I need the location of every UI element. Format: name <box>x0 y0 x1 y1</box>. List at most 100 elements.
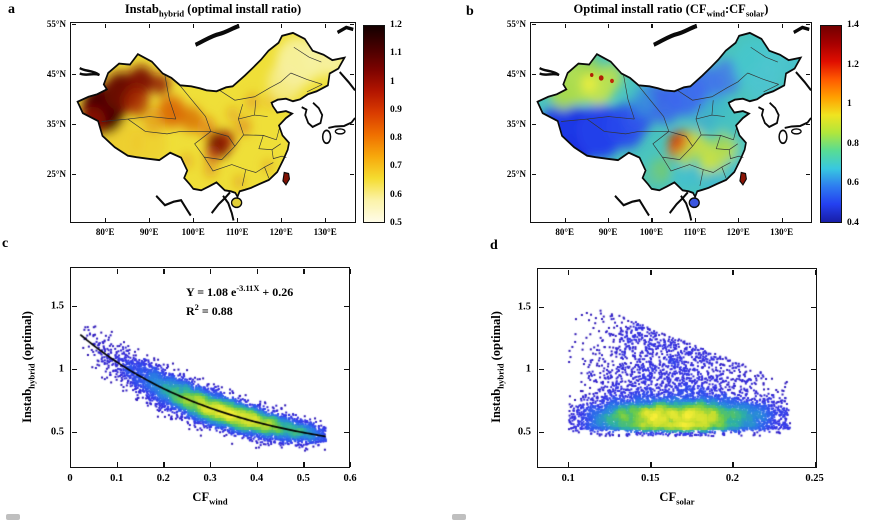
russia-coast <box>795 71 811 92</box>
x-axis-label-cfsolar: CFsolar <box>659 490 694 507</box>
axis-tick-mark <box>732 269 734 275</box>
x-tick-label: 0 <box>67 473 73 484</box>
colorbar-tick-label: 0.8 <box>390 133 402 144</box>
axis-tick-mark <box>651 218 653 222</box>
axis-tick-mark <box>105 23 107 28</box>
map-lat-tick-label: 55°N <box>506 19 526 29</box>
ylabel-d-sub: hybrid <box>495 363 506 389</box>
surrounding-coastlines <box>79 23 355 221</box>
colorbar-tick-label: 0.7 <box>390 161 402 172</box>
axis-tick-mark <box>531 24 536 26</box>
density-scatter-canvas-cfsolar <box>538 269 816 467</box>
vietnam-coast <box>668 191 693 221</box>
lake-balkhash <box>539 66 560 77</box>
colorbar-tick-label: 1 <box>390 76 395 87</box>
axis-tick-mark <box>163 461 165 467</box>
taiwan-island <box>739 171 747 186</box>
map-lon-tick-label: 90°E <box>139 227 159 237</box>
province-borders <box>101 46 323 186</box>
ylabel-c-text: Instab <box>19 388 34 423</box>
axis-tick-mark <box>814 269 816 275</box>
density-scatter-canvas-cfwind <box>71 268 349 467</box>
japan-shikoku <box>790 128 802 135</box>
colorbar-tick-label: 1.2 <box>847 59 859 70</box>
japan-kyushu <box>321 129 332 145</box>
panel-a-title-text: Instab <box>124 2 159 16</box>
axis-tick-mark <box>564 218 566 222</box>
map-lon-tick-label: 80°E <box>95 227 115 237</box>
axis-tick-mark <box>806 74 811 76</box>
map-lon-tick-label: 110°E <box>225 227 249 237</box>
xlabel-d-text: CF <box>659 490 677 504</box>
axis-tick-mark <box>350 461 352 467</box>
axis-tick-mark <box>163 268 165 274</box>
panel-b-title-end: ) <box>764 2 769 16</box>
axis-tick-mark <box>350 174 355 176</box>
map-frame-install-ratio <box>530 22 812 223</box>
x-tick-label: 0.15 <box>641 473 660 484</box>
axis-tick-mark <box>738 23 740 28</box>
china-map-install-ratio <box>536 23 811 221</box>
axis-tick-mark <box>810 369 816 371</box>
map-lon-tick-label: 90°E <box>598 227 618 237</box>
map-lat-tick-label: 55°N <box>46 19 66 29</box>
map-lon-tick-label: 130°E <box>313 227 337 237</box>
x-tick-label: 0.2 <box>156 473 170 484</box>
map-lon-tick-label: 80°E <box>555 227 575 237</box>
lake-baikal <box>194 23 240 47</box>
axis-tick-mark <box>237 218 239 222</box>
y-tick-label: 0.5 <box>50 426 64 438</box>
map-lon-tick-label: 130°E <box>770 227 794 237</box>
axis-tick-mark <box>116 461 118 467</box>
axis-tick-mark <box>810 431 816 433</box>
map-lat-tick-label: 35°N <box>506 119 526 129</box>
equation-rhs: + 0.26 <box>259 285 294 299</box>
axis-tick-mark <box>210 268 212 274</box>
axis-tick-mark <box>568 269 570 275</box>
xinjiang-red-specks <box>590 72 614 84</box>
colorbar-tick-label: 1.4 <box>847 20 859 30</box>
panel-b-title-sub-wind: wind <box>706 8 725 19</box>
axis-tick-mark <box>650 461 652 467</box>
axis-tick-mark <box>281 218 283 222</box>
colorbar-tick-label: 0.8 <box>847 138 859 149</box>
axis-tick-mark <box>71 368 77 370</box>
china-border <box>76 31 347 199</box>
x-axis-label-cfwind: CFwind <box>192 490 227 507</box>
panel-a-title-text2: (optimal install ratio) <box>184 2 302 16</box>
map-frame-instab-hybrid <box>70 22 356 223</box>
xlabel-c-text: CF <box>192 490 210 504</box>
y-tick-label: 0.5 <box>517 426 531 438</box>
japan-shikoku <box>334 128 346 135</box>
axis-tick-mark <box>806 124 811 126</box>
axis-tick-mark <box>343 305 349 308</box>
axis-tick-mark <box>71 124 76 126</box>
panel-letter-a: a <box>8 2 15 17</box>
indochina-coast-west <box>155 194 192 217</box>
map-lat-tick-label: 45°N <box>46 69 66 79</box>
r-squared-base: R <box>186 304 195 318</box>
panel-a-title-subscript: hybrid <box>158 8 185 19</box>
axis-tick-mark <box>694 218 697 222</box>
panel-b-title-mid: :CF <box>724 2 746 16</box>
axis-tick-mark <box>806 174 811 176</box>
panel-letter-b: b <box>466 4 474 19</box>
panel-letter-c: c <box>2 236 9 251</box>
cropped-artifact-left <box>6 514 20 520</box>
fit-equation: Y = 1.08 e-3.11X + 0.26 R2 = 0.88 <box>186 281 293 319</box>
colorbar-tick-label: 1.2 <box>390 20 402 30</box>
x-tick-label: 0.1 <box>561 473 575 484</box>
japan-honshu <box>784 117 811 129</box>
panel-b-title-sub-solar: solar <box>745 8 765 19</box>
map-lat-tick-label: 35°N <box>46 119 66 129</box>
axis-tick-mark <box>71 431 77 433</box>
axis-tick-mark <box>193 218 195 222</box>
colorbar-tick-label: 1 <box>847 99 852 110</box>
axis-tick-mark <box>781 23 783 28</box>
axis-tick-mark <box>149 23 151 28</box>
axis-tick-mark <box>193 23 195 28</box>
axis-tick-mark <box>350 74 355 76</box>
axis-tick-mark <box>281 23 283 28</box>
indochina-coast-west <box>614 194 650 217</box>
